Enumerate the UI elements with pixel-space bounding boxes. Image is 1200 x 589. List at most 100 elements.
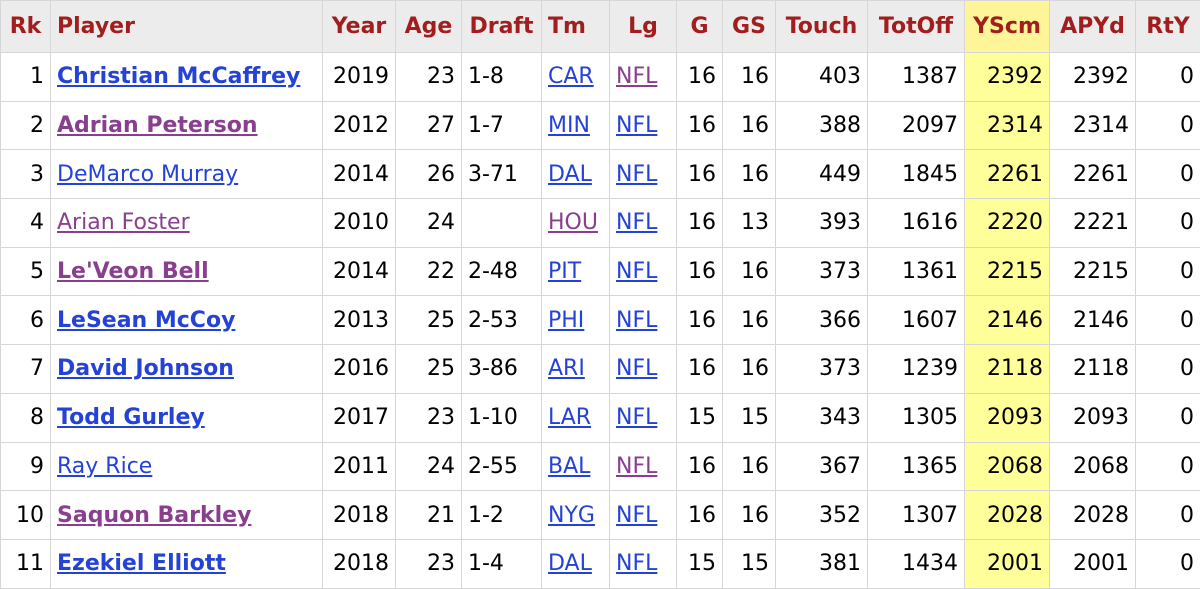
team-link[interactable]: NYG <box>548 503 595 528</box>
cell-age: 23 <box>396 53 462 102</box>
cell-games: 16 <box>677 150 723 199</box>
player-link[interactable]: Saquon Barkley <box>57 503 251 528</box>
player-link[interactable]: Christian McCaffrey <box>57 64 300 89</box>
player-link[interactable]: Ray Rice <box>57 454 152 479</box>
cell-team: NYG <box>542 491 610 540</box>
team-link[interactable]: PIT <box>548 259 581 284</box>
col-header-g[interactable]: G <box>677 1 723 53</box>
cell-team: CAR <box>542 53 610 102</box>
cell-draft: 1-2 <box>462 491 542 540</box>
cell-rank: 5 <box>1 247 51 296</box>
cell-player: Ezekiel Elliott <box>51 539 323 588</box>
cell-rank: 9 <box>1 442 51 491</box>
cell-draft: 2-53 <box>462 296 542 345</box>
col-header-year[interactable]: Year <box>323 1 396 53</box>
league-link[interactable]: NFL <box>616 405 657 430</box>
cell-rank: 3 <box>1 150 51 199</box>
league-link[interactable]: NFL <box>616 503 657 528</box>
league-link[interactable]: NFL <box>616 113 657 138</box>
cell-yards-from-scrimmage: 2068 <box>965 442 1050 491</box>
cell-draft: 1-4 <box>462 539 542 588</box>
cell-player: LeSean McCoy <box>51 296 323 345</box>
cell-games: 15 <box>677 539 723 588</box>
league-link[interactable]: NFL <box>616 210 657 235</box>
cell-games: 16 <box>677 101 723 150</box>
col-header-lg[interactable]: Lg <box>610 1 677 53</box>
col-header-gs[interactable]: GS <box>723 1 776 53</box>
cell-games-started: 13 <box>723 199 776 248</box>
team-link[interactable]: HOU <box>548 210 598 235</box>
cell-all-purpose-yards: 2118 <box>1050 345 1136 394</box>
player-link[interactable]: David Johnson <box>57 356 234 381</box>
cell-age: 23 <box>396 539 462 588</box>
cell-age: 25 <box>396 296 462 345</box>
cell-league: NFL <box>610 101 677 150</box>
player-link[interactable]: LeSean McCoy <box>57 308 235 333</box>
cell-rank: 1 <box>1 53 51 102</box>
league-link[interactable]: NFL <box>616 308 657 333</box>
col-header-draft[interactable]: Draft <box>462 1 542 53</box>
cell-touches: 393 <box>776 199 868 248</box>
team-link[interactable]: PHI <box>548 308 584 333</box>
cell-player: David Johnson <box>51 345 323 394</box>
cell-player: Arian Foster <box>51 199 323 248</box>
league-link[interactable]: NFL <box>616 259 657 284</box>
cell-year: 2018 <box>323 491 396 540</box>
cell-draft: 2-48 <box>462 247 542 296</box>
cell-yards-from-scrimmage: 2314 <box>965 101 1050 150</box>
team-link[interactable]: BAL <box>548 454 590 479</box>
cell-league: NFL <box>610 491 677 540</box>
cell-touches: 373 <box>776 345 868 394</box>
team-link[interactable]: ARI <box>548 356 585 381</box>
team-link[interactable]: MIN <box>548 113 590 138</box>
league-link[interactable]: NFL <box>616 551 657 576</box>
col-header-rk[interactable]: Rk <box>1 1 51 53</box>
cell-games-started: 16 <box>723 101 776 150</box>
cell-games: 16 <box>677 442 723 491</box>
player-link[interactable]: Todd Gurley <box>57 405 205 430</box>
player-link[interactable]: Arian Foster <box>57 210 190 235</box>
cell-return-yards: 0 <box>1136 345 1200 394</box>
cell-league: NFL <box>610 296 677 345</box>
col-header-player[interactable]: Player <box>51 1 323 53</box>
cell-year: 2016 <box>323 345 396 394</box>
team-link[interactable]: DAL <box>548 551 592 576</box>
player-link[interactable]: Adrian Peterson <box>57 113 258 138</box>
col-header-rty[interactable]: RtY <box>1136 1 1200 53</box>
cell-games-started: 16 <box>723 296 776 345</box>
col-header-apyd[interactable]: APYd <box>1050 1 1136 53</box>
league-link[interactable]: NFL <box>616 356 657 381</box>
col-header-tm[interactable]: Tm <box>542 1 610 53</box>
cell-league: NFL <box>610 442 677 491</box>
league-link[interactable]: NFL <box>616 64 657 89</box>
cell-yards-from-scrimmage: 2001 <box>965 539 1050 588</box>
cell-rank: 11 <box>1 539 51 588</box>
cell-year: 2014 <box>323 247 396 296</box>
col-header-totoff[interactable]: TotOff <box>868 1 965 53</box>
cell-yards-from-scrimmage: 2146 <box>965 296 1050 345</box>
team-link[interactable]: LAR <box>548 405 591 430</box>
cell-touches: 403 <box>776 53 868 102</box>
player-link[interactable]: DeMarco Murray <box>57 162 238 187</box>
cell-touches: 381 <box>776 539 868 588</box>
col-header-yscm[interactable]: YScm <box>965 1 1050 53</box>
cell-all-purpose-yards: 2028 <box>1050 491 1136 540</box>
league-link[interactable]: NFL <box>616 162 657 187</box>
col-header-touch[interactable]: Touch <box>776 1 868 53</box>
col-header-age[interactable]: Age <box>396 1 462 53</box>
cell-age: 27 <box>396 101 462 150</box>
cell-rank: 2 <box>1 101 51 150</box>
team-link[interactable]: DAL <box>548 162 592 187</box>
cell-all-purpose-yards: 2261 <box>1050 150 1136 199</box>
league-link[interactable]: NFL <box>616 454 657 479</box>
cell-yards-from-scrimmage: 2093 <box>965 393 1050 442</box>
cell-draft: 1-10 <box>462 393 542 442</box>
cell-team: DAL <box>542 539 610 588</box>
team-link[interactable]: CAR <box>548 64 594 89</box>
player-link[interactable]: Le'Veon Bell <box>57 259 209 284</box>
player-link[interactable]: Ezekiel Elliott <box>57 551 226 576</box>
